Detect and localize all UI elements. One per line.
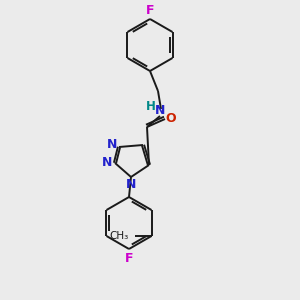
Text: O: O <box>166 112 176 125</box>
Text: N: N <box>126 178 136 191</box>
Text: N: N <box>155 104 165 118</box>
Text: N: N <box>107 139 117 152</box>
Text: CH₃: CH₃ <box>109 231 128 241</box>
Text: F: F <box>125 251 133 265</box>
Text: F: F <box>146 4 154 16</box>
Text: H: H <box>146 100 156 112</box>
Text: N: N <box>102 157 112 169</box>
